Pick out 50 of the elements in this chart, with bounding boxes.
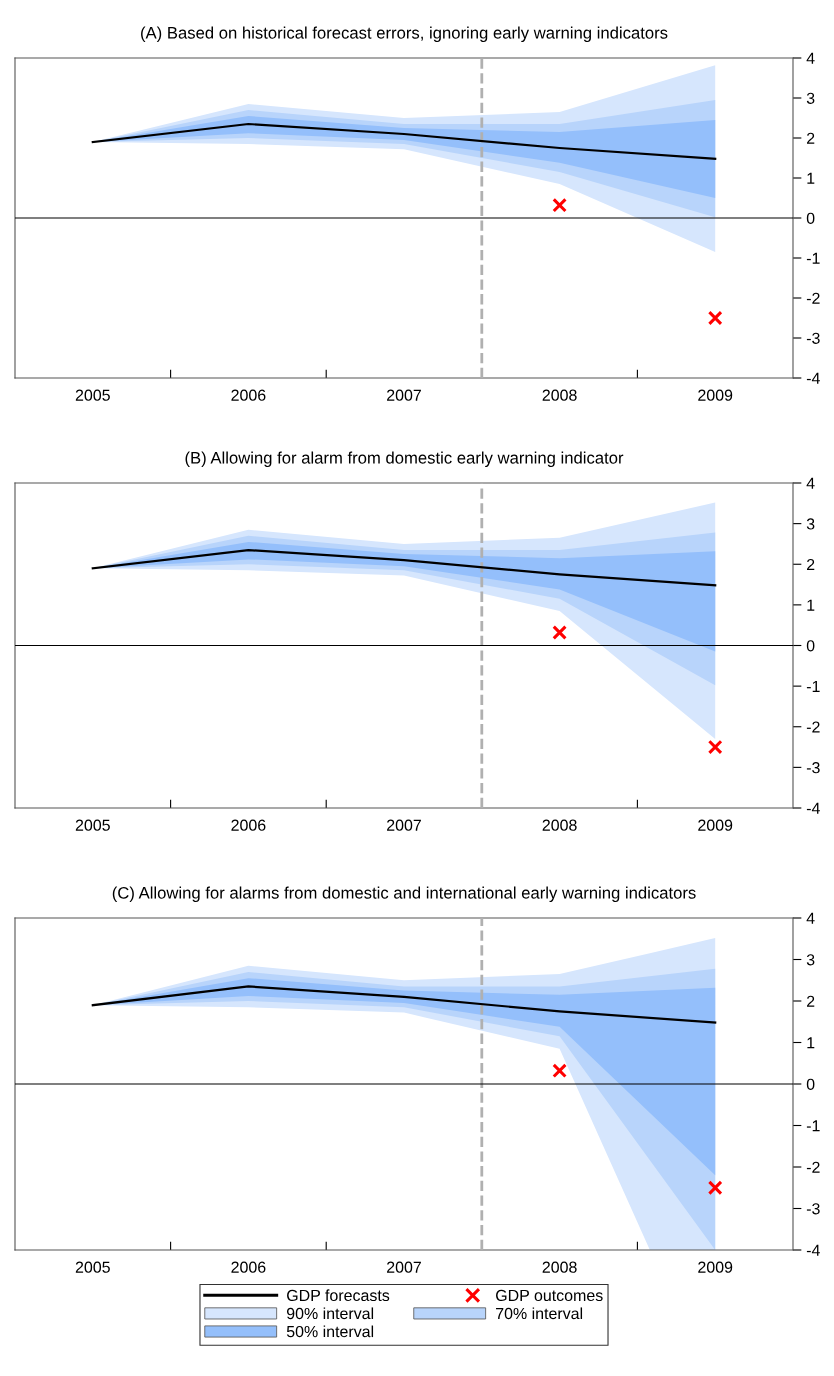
y-tick-label: 3 xyxy=(806,954,815,966)
y-tick-label: 3 xyxy=(806,92,815,104)
y-tick-label: -4 xyxy=(806,1244,820,1256)
x-tick-label: 2005 xyxy=(75,819,110,831)
y-tick-label: -2 xyxy=(806,1161,820,1173)
legend-label: 50% interval xyxy=(286,1325,374,1338)
y-tick-label: 1 xyxy=(807,172,815,184)
y-tick-label: -4 xyxy=(806,802,820,814)
x-tick-label: 2009 xyxy=(698,1261,733,1273)
x-tick-label: 2006 xyxy=(231,819,266,831)
y-tick-label: 2 xyxy=(807,558,815,571)
y-tick-label: -1 xyxy=(806,1120,820,1132)
y-tick-label: -3 xyxy=(806,1203,820,1215)
y-tick-label: 0 xyxy=(806,640,815,652)
chart-title: (A) Based on historical forecast errors, ignoring early warning indicators xyxy=(141,26,668,43)
x-tick-label: 2006 xyxy=(231,1261,266,1273)
y-tick-label: 1 xyxy=(807,599,815,611)
legend-label: 70% interval xyxy=(496,1307,583,1320)
x-tick-label: 2007 xyxy=(387,819,421,831)
y-tick-label: -1 xyxy=(806,680,820,692)
chart-title: (B) Allowing for alarm from domestic early warning indicator xyxy=(185,451,624,468)
y-tick-label: 2 xyxy=(807,995,815,1007)
y-tick-label: 1 xyxy=(807,1037,815,1049)
y-tick-label: 3 xyxy=(806,518,815,530)
x-tick-label: 2007 xyxy=(387,389,421,401)
x-tick-label: 2005 xyxy=(75,1261,110,1273)
legend-label: GDP outcomes xyxy=(496,1289,603,1302)
y-tick-label: 0 xyxy=(806,212,815,224)
chart-title: (C) Allowing for alarms from domestic and international early warning indicators xyxy=(112,886,696,903)
y-tick-label: -2 xyxy=(806,292,820,304)
x-tick-label: 2006 xyxy=(231,389,266,401)
legend-label: 90% interval xyxy=(286,1307,374,1320)
x-tick-label: 2008 xyxy=(542,819,577,831)
y-tick-label: 4 xyxy=(806,912,815,924)
x-tick-label: 2008 xyxy=(542,389,577,401)
x-tick-label: 2005 xyxy=(75,389,110,401)
y-tick-label: 4 xyxy=(806,477,815,489)
y-tick-label: -3 xyxy=(806,762,820,774)
legend-label: GDP forecasts xyxy=(287,1289,390,1302)
y-tick-label: -3 xyxy=(806,332,820,344)
y-tick-label: 2 xyxy=(807,132,815,144)
y-tick-label: -4 xyxy=(806,372,820,384)
x-tick-label: 2009 xyxy=(698,819,733,831)
x-tick-label: 2009 xyxy=(698,389,733,401)
y-tick-label: 4 xyxy=(806,52,815,64)
x-tick-label: 2008 xyxy=(542,1261,577,1273)
y-tick-label: 0 xyxy=(806,1078,815,1090)
y-tick-label: -2 xyxy=(806,721,820,733)
y-tick-label: -1 xyxy=(806,252,820,264)
x-tick-label: 2007 xyxy=(387,1261,421,1273)
